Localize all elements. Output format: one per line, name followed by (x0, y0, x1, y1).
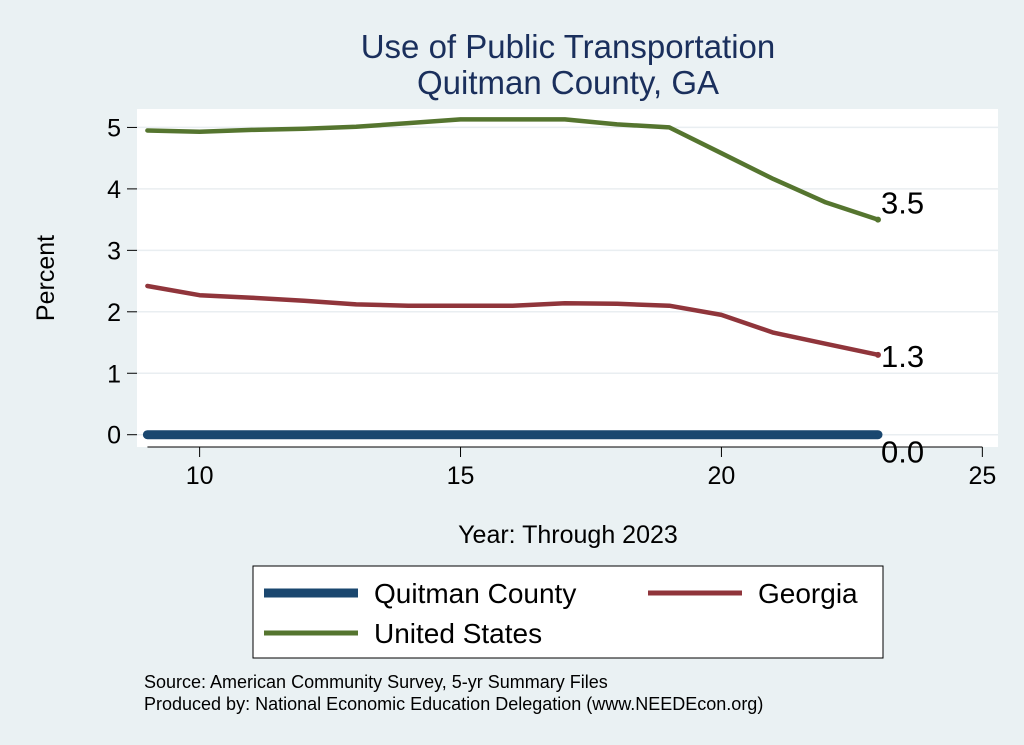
source-note: Source: American Community Survey, 5-yr … (144, 672, 608, 692)
legend-label-quitman-county: Quitman County (374, 578, 576, 609)
chart-subtitle: Quitman County, GA (417, 64, 719, 101)
series-end-point (874, 431, 881, 438)
series-end-point (874, 351, 881, 358)
y-tick-label: 0 (107, 422, 121, 450)
legend: Quitman County Georgia United States (252, 565, 884, 659)
x-axis-label: Year: Through 2023 (458, 521, 678, 549)
legend-label-united-states: United States (374, 618, 542, 649)
y-tick-label: 2 (107, 299, 121, 327)
end-label-georgia: 1.3 (881, 339, 924, 374)
legend-box (252, 565, 884, 659)
end-label-quitman-county: 0.0 (881, 435, 924, 470)
y-axis: 0 1 2 3 4 5 (107, 114, 137, 450)
end-label-united-states: 3.5 (881, 186, 924, 221)
series-lines (142, 117, 883, 440)
y-axis-label: Percent (32, 235, 60, 321)
chart-title: Use of Public Transportation (361, 28, 776, 65)
series-line-georgia (145, 283, 881, 358)
y-tick-label: 3 (107, 237, 121, 265)
x-tick-label: 20 (708, 462, 736, 490)
x-tick-label: 15 (447, 462, 475, 490)
y-tick-label: 1 (107, 360, 121, 388)
x-axis: 10 15 20 25 (147, 446, 996, 490)
series-line-united-states (145, 117, 881, 222)
plot-area (137, 109, 998, 447)
series-end-point (874, 216, 881, 223)
y-tick-label: 5 (107, 114, 121, 142)
x-tick-label: 10 (186, 462, 214, 490)
y-tick-label: 4 (107, 176, 121, 204)
end-labels: 0.0 1.3 3.5 (881, 186, 924, 470)
producer-note: Produced by: National Economic Education… (144, 694, 763, 714)
x-tick-label: 25 (968, 462, 996, 490)
legend-label-georgia: Georgia (758, 578, 858, 609)
